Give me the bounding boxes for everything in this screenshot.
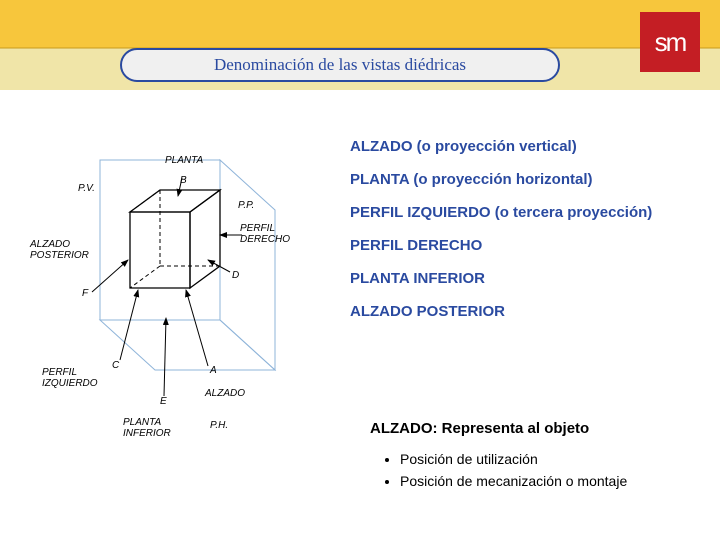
plane-ph bbox=[100, 320, 275, 370]
lbl-e: E bbox=[160, 396, 167, 407]
view-item: PERFIL DERECHO bbox=[350, 237, 710, 254]
cube-hidden-edges bbox=[130, 190, 220, 288]
F-to-left bbox=[92, 260, 128, 292]
explain-heading: ALZADO: Representa al objeto bbox=[370, 420, 710, 437]
explain-bullets: Posición de utilización Posición de meca… bbox=[370, 451, 710, 489]
lbl-plinf: PLANTAINFERIOR bbox=[123, 418, 171, 439]
E-to-bottom bbox=[164, 318, 166, 396]
plane-pp bbox=[220, 160, 275, 370]
cube-right bbox=[190, 190, 220, 288]
lbl-perfild: PERFILDERECHO bbox=[240, 224, 290, 245]
page-title: Denominación de las vistas diédricas bbox=[214, 55, 466, 75]
view-item: PLANTA (o proyección horizontal) bbox=[350, 171, 710, 188]
sm-logo: sm bbox=[640, 12, 700, 72]
lbl-planta: PLANTA bbox=[165, 155, 203, 166]
A-to-front bbox=[186, 290, 208, 366]
view-item: ALZADO POSTERIOR bbox=[350, 303, 710, 320]
logo-text: sm bbox=[655, 27, 686, 58]
explain-bullet: Posición de mecanización o montaje bbox=[400, 473, 710, 489]
C-to-front bbox=[120, 290, 138, 360]
lbl-alzado: ALZADO bbox=[205, 388, 245, 399]
view-item: PERFIL IZQUIERDO (o tercera proyección) bbox=[350, 204, 710, 221]
views-list: ALZADO (o proyección vertical) PLANTA (o… bbox=[350, 138, 710, 336]
lbl-pp: P.P. bbox=[238, 200, 254, 211]
lbl-pv: P.V. bbox=[78, 183, 95, 194]
lbl-alzpost: ALZADOPOSTERIOR bbox=[30, 240, 89, 261]
lbl-perfili: PERFILIZQUIERDO bbox=[42, 368, 98, 389]
lbl-ph: P.H. bbox=[210, 420, 228, 431]
lbl-f: F bbox=[82, 288, 88, 299]
explain-bullet: Posición de utilización bbox=[400, 451, 710, 467]
view-item: PLANTA INFERIOR bbox=[350, 270, 710, 287]
lbl-d: D bbox=[232, 270, 239, 281]
title-bar: Denominación de las vistas diédricas bbox=[120, 48, 560, 82]
view-item: ALZADO (o proyección vertical) bbox=[350, 138, 710, 155]
explain-block: ALZADO: Representa al objeto Posición de… bbox=[370, 420, 710, 495]
diedric-diagram: 135 PLANTA P.V. B P.P. PERFILDERECHO ALZ… bbox=[30, 150, 310, 470]
cube-top bbox=[130, 190, 220, 212]
lbl-b: B bbox=[180, 175, 187, 186]
lbl-a: A bbox=[210, 365, 217, 376]
content-area: ALZADO (o proyección vertical) PLANTA (o… bbox=[0, 100, 720, 540]
lbl-c: C bbox=[112, 360, 119, 371]
